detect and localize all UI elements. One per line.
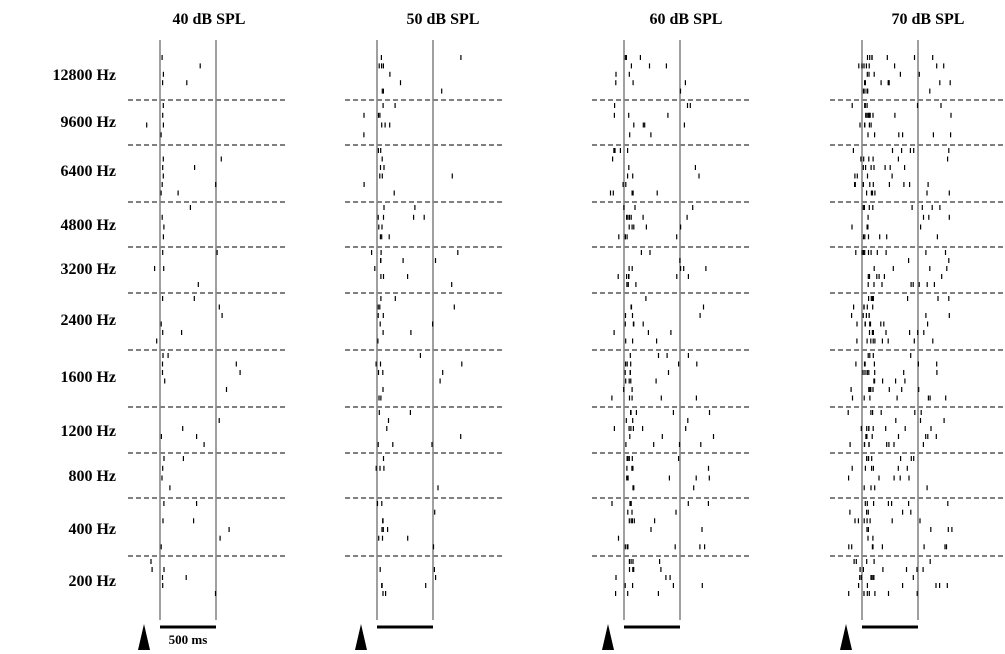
raster-panel — [592, 40, 752, 650]
frequency-labels: 12800 Hz 9600 Hz 6400 Hz 4800 Hz 3200 Hz 2400… — [52, 67, 116, 590]
scale-bar-label: 500 ms — [169, 632, 208, 647]
onset-triangle-icon — [840, 624, 852, 650]
onset-triangle-icon — [138, 624, 150, 650]
frequency-label: 400 Hz — [68, 521, 116, 538]
frequency-label: 800 Hz — [68, 468, 116, 485]
panel-title: 50 dB SPL — [407, 11, 480, 28]
frequency-label: 1200 Hz — [60, 423, 116, 440]
frequency-label: 6400 Hz — [60, 163, 116, 180]
panel-title: 60 dB SPL — [650, 11, 723, 28]
raster-panel: 500 ms — [128, 40, 288, 650]
panel-title: 70 dB SPL — [892, 11, 965, 28]
raster-panels: 500 ms — [128, 40, 1005, 650]
frequency-label: 12800 Hz — [52, 67, 116, 84]
frequency-label: 200 Hz — [68, 573, 116, 590]
panel-title: 40 dB SPL — [173, 11, 246, 28]
frequency-label: 3200 Hz — [60, 261, 116, 278]
frequency-label: 1600 Hz — [60, 369, 116, 386]
raster-panel — [830, 40, 1005, 650]
frequency-label: 9600 Hz — [60, 114, 116, 131]
panel-titles: 40 dB SPL 50 dB SPL 60 dB SPL 70 dB SPL — [173, 11, 965, 28]
raster-panel — [345, 40, 505, 650]
frequency-label: 2400 Hz — [60, 312, 116, 329]
onset-triangle-icon — [602, 624, 614, 650]
onset-triangle-icon — [355, 624, 367, 650]
frequency-label: 4800 Hz — [60, 217, 116, 234]
